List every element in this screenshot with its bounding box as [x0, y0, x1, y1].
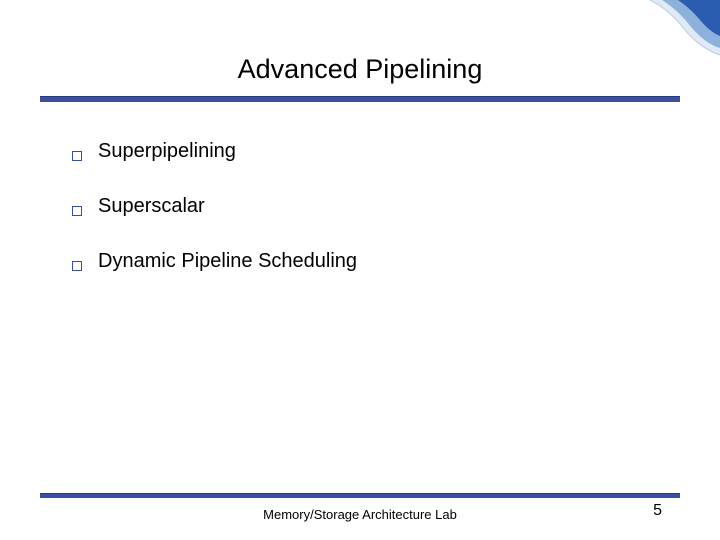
square-bullet-icon: [72, 261, 82, 271]
footer-horizontal-rule: [40, 493, 680, 498]
bullet-text: Dynamic Pipeline Scheduling: [98, 250, 357, 273]
list-item: Superpipelining: [72, 140, 652, 163]
bullet-text: Superscalar: [98, 195, 205, 218]
page-number: 5: [653, 502, 662, 520]
list-item: Dynamic Pipeline Scheduling: [72, 250, 652, 273]
list-item: Superscalar: [72, 195, 652, 218]
title-horizontal-rule: [40, 96, 680, 102]
footer-text: Memory/Storage Architecture Lab: [0, 507, 720, 522]
bullet-list: Superpipelining Superscalar Dynamic Pipe…: [72, 140, 652, 305]
slide-title: Advanced Pipelining: [0, 54, 720, 85]
bullet-text: Superpipelining: [98, 140, 236, 163]
square-bullet-icon: [72, 206, 82, 216]
square-bullet-icon: [72, 151, 82, 161]
